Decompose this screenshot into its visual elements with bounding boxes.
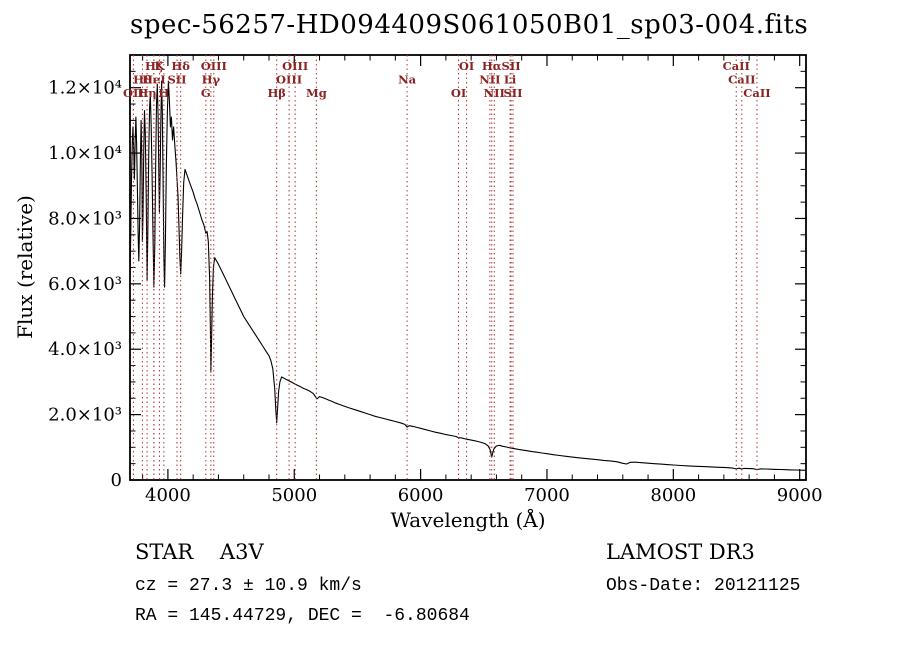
x-tick-label: 9000 <box>777 485 823 506</box>
y-axis-label: Flux (relative) <box>13 195 37 339</box>
y-tick-label: 0 <box>111 470 122 491</box>
survey-release-text: LAMOST DR3 <box>606 540 755 564</box>
spectral-line-label: NII <box>479 73 500 87</box>
plot-generated-layer: 4000 5000 6000 7000 8000 9000 0 2.0×10³ 4.0×10³ 6… <box>48 54 823 506</box>
spectral-line-label: Hδ <box>171 59 190 73</box>
spectral-line-label: OIII <box>201 59 227 73</box>
y-tick-label: 6.0×10³ <box>48 274 122 295</box>
x-tick-label: 8000 <box>650 485 696 506</box>
cz-velocity-text: cz = 27.3 ± 10.9 km/s <box>135 576 362 596</box>
classification-text: STAR A3V <box>135 540 264 564</box>
x-tick-label: 6000 <box>398 485 444 506</box>
spectral-line-label: Hβ <box>267 86 286 100</box>
ra-dec-text: RA = 145.44729, DEC = -6.80684 <box>135 606 470 626</box>
x-axis-label: Wavelength (Å) <box>390 507 545 532</box>
spectral-line-label: SII <box>502 59 521 73</box>
spectral-line-label: SII <box>503 86 522 100</box>
plot-frame <box>129 54 807 481</box>
x-tick-label: 7000 <box>524 485 570 506</box>
spectral-line-label: Hθ <box>133 73 152 87</box>
y-tick-label: 4.0×10³ <box>48 339 122 360</box>
spectral-line-label: Li <box>504 73 517 87</box>
spectral-line-label: OI <box>459 59 474 73</box>
x-tick-label: 4000 <box>145 485 191 506</box>
spectral-line-label: HeI <box>142 73 166 87</box>
spectral-line-label: OI <box>451 86 466 100</box>
obs-date-text: Obs-Date: 20121125 <box>606 576 801 596</box>
y-tick-label: 8.0×10³ <box>48 208 122 229</box>
spectral-line-label: G <box>201 86 211 100</box>
x-tick-label: 5000 <box>271 485 317 506</box>
spectral-line-label: Hγ <box>202 73 221 87</box>
spectral-line-label: OII <box>123 86 144 100</box>
spectral-line-label: CaII <box>728 73 755 87</box>
spectral-line-label: OIII <box>282 59 308 73</box>
spectral-line-label: K <box>154 59 165 73</box>
spectrum-line <box>129 80 807 471</box>
spectral-line-label: OIII <box>276 73 302 87</box>
spectral-line-label: CaII <box>723 59 750 73</box>
spectral-line-label: Na <box>398 73 417 87</box>
y-tick-label: 2.0×10³ <box>48 405 122 426</box>
spectral-line-label: SII <box>167 73 186 87</box>
plot-title: spec-56257-HD094409S061050B01_sp03-004.f… <box>130 10 809 40</box>
spectral-line-label: Hζ <box>145 59 163 73</box>
spectral-line-label: CaII <box>743 86 770 100</box>
y-tick-label: 1.2×10⁴ <box>48 78 122 99</box>
spectral-line-label: Hη <box>137 86 156 100</box>
y-tick-label: 1.0×10⁴ <box>48 143 122 164</box>
spectral-line-label: NII <box>484 86 505 100</box>
spectral-line-label: Hα <box>482 59 502 73</box>
spectral-line-label: Mg <box>306 86 327 100</box>
spectral-line-label: H <box>158 86 169 100</box>
